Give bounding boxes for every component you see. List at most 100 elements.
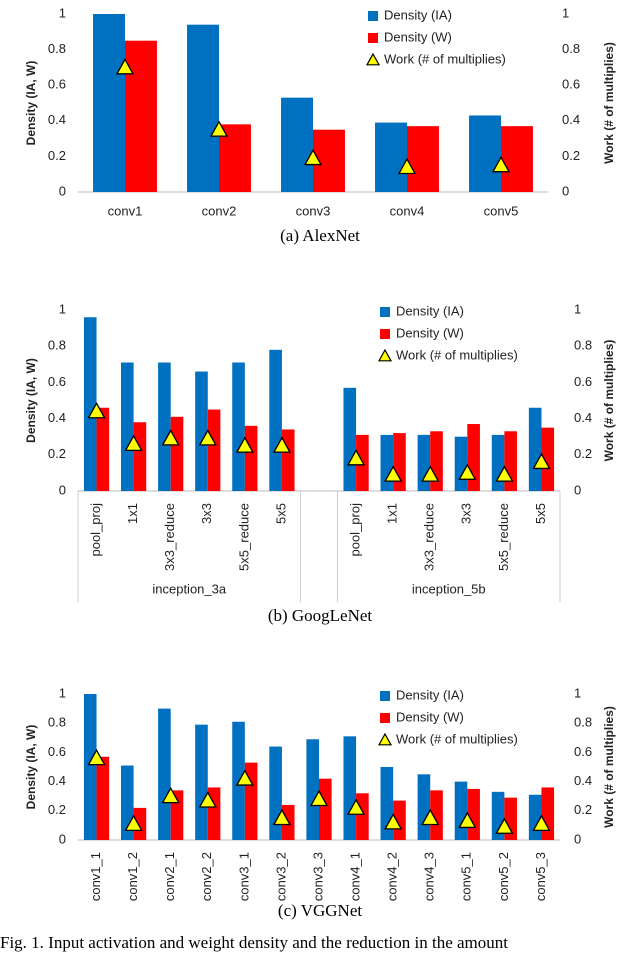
work-marker <box>124 434 143 451</box>
bar <box>195 724 208 840</box>
y-tick-label: 1 <box>59 5 66 20</box>
y2-tick-label: 1 <box>574 685 581 700</box>
y-axis-title: Density (IA, W) <box>24 61 38 146</box>
bar <box>96 407 110 491</box>
y-tick-label: 0.8 <box>48 41 66 56</box>
legend-swatch <box>368 11 378 21</box>
work-marker <box>491 155 511 173</box>
bar <box>125 40 157 193</box>
legend-label: Density (IA) <box>396 303 464 318</box>
x-tick-label: 3x3 <box>199 503 214 524</box>
x-tick-label: pool_proj <box>348 503 363 557</box>
group-label: inception_5b <box>412 581 486 596</box>
bar <box>393 433 406 491</box>
bar <box>306 739 319 840</box>
bar <box>467 424 480 491</box>
work-marker <box>384 465 403 482</box>
work-marker <box>115 58 135 75</box>
y2-tick-label: 1 <box>574 301 581 316</box>
bar <box>195 371 208 491</box>
bar <box>417 434 431 491</box>
x-tick-label: conv5 <box>484 203 519 218</box>
bar <box>380 434 394 491</box>
x-tick-label: conv3_3 <box>310 852 325 901</box>
bar <box>541 427 555 491</box>
x-tick-label: 5x5 <box>533 503 548 524</box>
bar <box>269 746 282 840</box>
x-tick-label: 5x5_reduce <box>496 503 511 571</box>
y-tick-label: 0 <box>59 831 66 846</box>
y2-tick-label: 0.8 <box>574 715 592 730</box>
x-tick-label: conv4 <box>390 203 425 218</box>
y2-tick-label: 0.2 <box>562 148 580 163</box>
bar <box>281 429 295 491</box>
y-tick-label: 0.6 <box>48 744 66 759</box>
work-marker <box>346 798 366 815</box>
y-tick-label: 0 <box>59 183 66 198</box>
bar <box>83 694 97 840</box>
work-marker <box>272 808 292 826</box>
bar <box>467 788 480 840</box>
bar <box>207 409 221 491</box>
legend-label: Work (# of multiplies) <box>396 731 518 746</box>
bar <box>430 431 443 491</box>
x-tick-label: 3x3_reduce <box>422 503 437 571</box>
bar <box>407 126 439 192</box>
work-marker <box>272 436 292 453</box>
y2-tick-label: 0.4 <box>562 112 580 127</box>
bar <box>375 122 407 192</box>
legend-swatch <box>380 691 390 701</box>
legend-swatch <box>365 52 381 66</box>
work-marker <box>532 814 551 831</box>
chart-caption: (b) GoogLeNet <box>268 606 373 625</box>
bar <box>356 793 369 840</box>
y-tick-label: 0.2 <box>48 802 66 817</box>
y-tick-label: 1 <box>59 685 66 700</box>
bar <box>158 708 171 840</box>
bar <box>343 387 357 491</box>
x-tick-label: conv5_2 <box>496 852 511 901</box>
legend-label: Density (W) <box>396 325 464 340</box>
y2-tick-label: 0.4 <box>574 773 592 788</box>
bar <box>343 736 357 840</box>
y-tick-label: 0.4 <box>48 773 66 788</box>
bar <box>244 425 258 491</box>
bar <box>393 800 406 840</box>
bar <box>96 756 110 840</box>
legend-label: Density (W) <box>384 29 452 44</box>
legend-label: Density (W) <box>396 709 464 724</box>
legend-label: Density (IA) <box>384 7 452 22</box>
bar <box>269 349 282 491</box>
y2-tick-label: 0 <box>574 482 581 497</box>
bar <box>454 781 468 840</box>
y-tick-label: 0 <box>59 482 66 497</box>
bar <box>454 436 468 491</box>
work-marker <box>495 817 514 834</box>
chart-caption: (c) VGGNet <box>278 901 362 920</box>
y-tick-label: 0.2 <box>48 148 66 163</box>
bar <box>187 24 219 193</box>
y-tick-label: 0.8 <box>48 715 66 730</box>
legend-swatch <box>380 307 390 317</box>
y2-tick-label: 0.6 <box>562 77 580 92</box>
chart-caption: (a) AlexNet <box>280 226 360 245</box>
legend-swatch <box>377 348 393 362</box>
y2-tick-label: 0.2 <box>574 802 592 817</box>
legend-label: Work (# of multiplies) <box>384 51 506 66</box>
work-marker <box>303 148 323 166</box>
y2-tick-label: 0.4 <box>574 410 592 425</box>
work-marker <box>198 791 217 808</box>
x-tick-label: conv2_1 <box>162 852 177 901</box>
work-marker <box>384 813 403 830</box>
y2-tick-label: 0.6 <box>574 744 592 759</box>
bar <box>121 362 134 491</box>
y-tick-label: 0.4 <box>48 112 66 127</box>
y2-tick-label: 0.8 <box>574 338 592 353</box>
bar <box>158 362 171 491</box>
work-marker <box>161 429 180 446</box>
x-tick-label: conv4_2 <box>385 852 400 901</box>
y-tick-label: 1 <box>59 301 66 316</box>
work-marker <box>124 814 143 831</box>
legend-swatch <box>380 329 390 339</box>
